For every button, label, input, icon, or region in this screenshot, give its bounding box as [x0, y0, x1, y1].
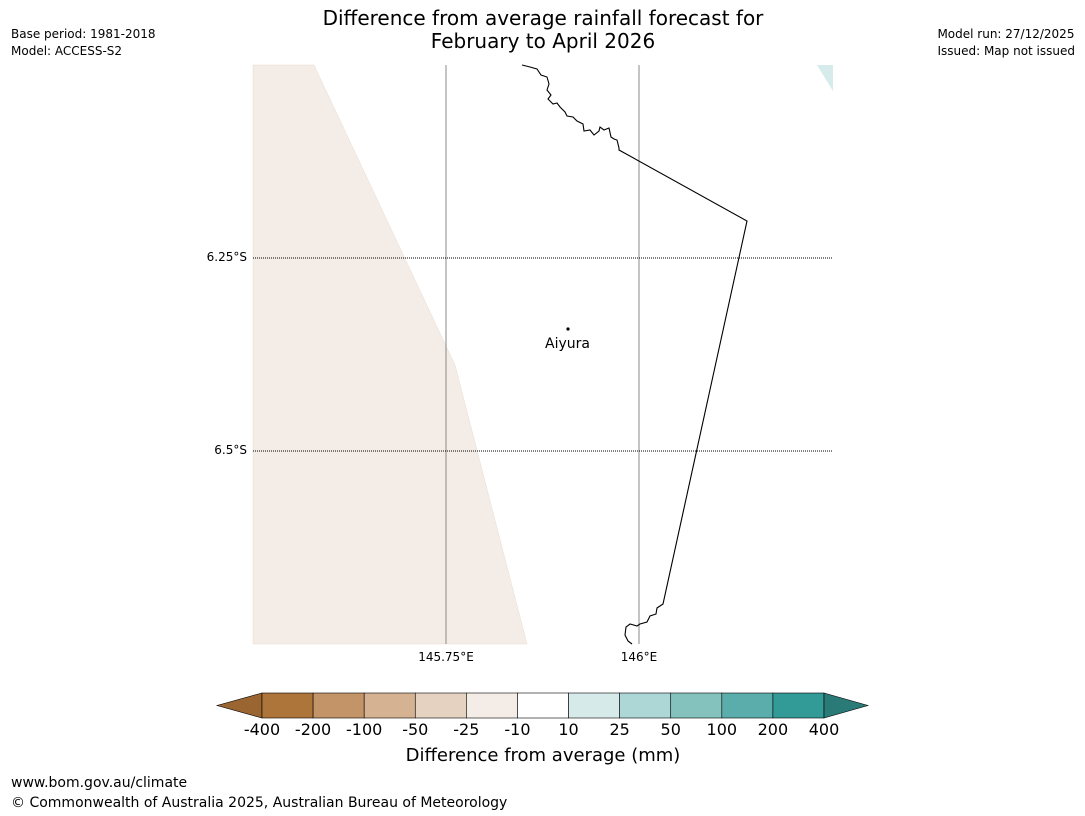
colorbar-extension-low — [215, 692, 263, 719]
colorbar-cell — [261, 692, 314, 719]
colorbar-tick-label: 10 — [558, 720, 579, 739]
issued-text: Issued: Map not issued — [937, 44, 1075, 58]
colorbar-cell — [772, 692, 825, 719]
colorbar-cell — [312, 692, 365, 719]
region-boundary — [521, 64, 748, 645]
colorbar-tick-label: -25 — [453, 720, 480, 739]
place-marker-icon — [566, 327, 570, 331]
run-info: Model run: 27/12/2025 Issued: Map not is… — [937, 26, 1075, 60]
colorbar-tick-label: 25 — [609, 720, 630, 739]
place-label-aiyura: Aiyura — [545, 336, 590, 352]
colorbar-cell — [363, 692, 416, 719]
colorbar-tick-label: 50 — [660, 720, 681, 739]
model-run-text: Model run: 27/12/2025 — [937, 27, 1075, 41]
colorbar-cell — [670, 692, 723, 719]
colorbar-cell — [466, 692, 518, 719]
colorbar-tick-label: -50 — [402, 720, 429, 739]
footer-url: www.bom.gov.au/climate — [11, 775, 188, 791]
latitude-label: 6.25°S — [206, 250, 247, 264]
colorbar-title: Difference from average (mm) — [405, 745, 681, 766]
model-info: Base period: 1981-2018 Model: ACCESS-S2 — [11, 26, 156, 60]
map-title: Difference from average rainfall forecas… — [243, 7, 843, 53]
colorbar-tick-label: -200 — [294, 720, 332, 739]
longitude-label: 146°E — [620, 650, 658, 664]
colorbar-extension-high — [823, 692, 870, 719]
colorbar-tick-label: -400 — [243, 720, 281, 739]
colorbar-tick-label: 400 — [808, 720, 840, 739]
footer-copyright: © Commonwealth of Australia 2025, Austra… — [11, 795, 508, 811]
colorbar-cell — [619, 692, 672, 719]
colorbar-tick-label: -10 — [504, 720, 531, 739]
colorbar-tick-label: 100 — [706, 720, 738, 739]
base-period-text: Base period: 1981-2018 — [11, 27, 156, 41]
colorbar-cell — [414, 692, 467, 719]
title-line-2: February to April 2026 — [430, 29, 656, 53]
anomaly-region-dry — [252, 64, 528, 645]
colorbar-tick-label: 200 — [757, 720, 789, 739]
colorbar-tick-label: -100 — [346, 720, 383, 739]
title-line-1: Difference from average rainfall forecas… — [322, 6, 764, 30]
latitude-label: 6.5°S — [214, 443, 247, 457]
anomaly-region-wet — [817, 65, 833, 91]
colorbar-cell — [721, 692, 774, 719]
model-name-text: Model: ACCESS-S2 — [11, 44, 123, 58]
longitude-label: 145.75°E — [418, 650, 474, 664]
colorbar-cell — [568, 692, 620, 719]
colorbar-cell — [517, 692, 569, 719]
